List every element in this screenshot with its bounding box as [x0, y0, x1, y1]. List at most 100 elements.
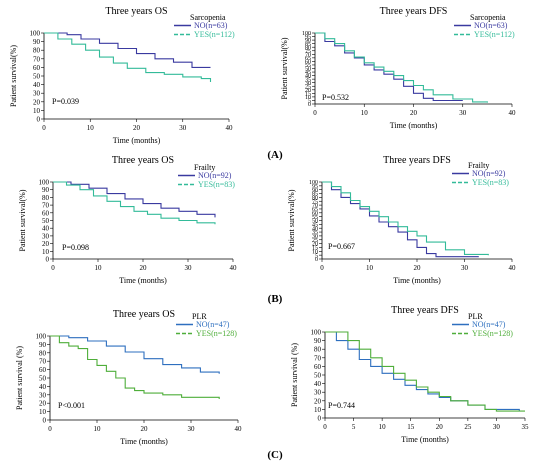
y-tick-label: 10: [312, 249, 318, 255]
y-tick-label: 25: [312, 238, 318, 244]
series-line-yes: [322, 181, 489, 256]
y-tick-label: 5: [315, 253, 318, 259]
x-tick-label: 30: [461, 264, 469, 272]
x-tick-label: 0: [320, 264, 324, 272]
y-tick-label: 30: [33, 90, 41, 98]
legend-label-yes: YES(n=128): [472, 329, 513, 338]
y-tick-label: 50: [312, 219, 318, 225]
y-tick-label: 90: [33, 38, 41, 46]
series-line-yes: [325, 331, 525, 412]
y-tick-label: 10: [33, 107, 41, 115]
x-tick-label: 20: [414, 264, 422, 272]
x-tick-label: 20: [133, 124, 141, 132]
legend-label-yes: YES(n=112): [194, 30, 235, 39]
x-tick-label: 30: [185, 264, 193, 272]
y-tick-label: 30: [42, 232, 50, 240]
legend-label-no: NO(n=47): [472, 320, 506, 329]
series-line-yes: [315, 32, 488, 103]
y-tick-label: 0: [43, 416, 47, 424]
x-tick-label: 30: [493, 423, 501, 431]
y-tick-label: 70: [312, 203, 318, 209]
series-line-no: [315, 32, 463, 102]
p-value-label: P=0.667: [328, 242, 355, 251]
y-axis-title: Patient survival(%): [18, 189, 27, 251]
y-tick-label: 20: [305, 88, 311, 94]
y-tick-label: 75: [305, 49, 311, 55]
x-tick-label: 25: [464, 423, 472, 431]
legend-title: PLR: [192, 312, 207, 321]
y-tick-label: 60: [305, 60, 311, 66]
y-tick-label: 0: [37, 115, 41, 123]
y-tick-label: 80: [305, 45, 311, 51]
y-axis-title: Patient survival (%): [15, 346, 24, 410]
row-label-a: (A): [267, 149, 283, 161]
series-line-no: [50, 335, 220, 374]
y-tick-label: 90: [314, 337, 322, 345]
chart-title: Three years OS: [113, 309, 175, 320]
y-tick-label: 40: [42, 225, 50, 233]
x-tick-label: 40: [509, 264, 517, 272]
x-tick-label: 0: [48, 425, 52, 433]
legend-title: Frailty: [194, 163, 215, 172]
legend-label-no: NO(n=47): [196, 320, 230, 329]
x-axis-title: Time (months): [390, 121, 438, 130]
y-tick-label: 80: [42, 194, 50, 202]
y-tick-label: 65: [312, 207, 318, 213]
y-tick-label: 55: [305, 63, 311, 69]
y-tick-label: 60: [314, 363, 322, 371]
y-tick-label: 50: [42, 217, 50, 225]
y-tick-label: 20: [42, 240, 50, 248]
p-value-label: P<0.001: [58, 401, 85, 410]
y-tick-label: 95: [312, 184, 318, 190]
legend-label-no: NO(n=92): [472, 169, 506, 178]
y-tick-label: 100: [30, 29, 41, 37]
y-tick-label: 0: [315, 257, 318, 263]
y-tick-label: 100: [39, 178, 50, 186]
y-tick-label: 30: [305, 81, 311, 87]
y-tick-label: 80: [33, 47, 41, 55]
y-tick-label: 40: [39, 383, 47, 391]
y-tick-label: 70: [305, 52, 311, 58]
y-tick-label: 35: [312, 230, 318, 236]
y-tick-label: 20: [312, 242, 318, 248]
y-tick-label: 85: [312, 192, 318, 198]
chart-panel-2: 0510152025303540455055606570758085909510…: [280, 6, 516, 130]
x-tick-label: 10: [379, 423, 387, 431]
chart-panel-4: 0510152025303540455055606570758085909510…: [287, 155, 516, 285]
y-tick-label: 0: [318, 414, 322, 422]
x-axis-title: Time (months): [119, 276, 167, 285]
x-tick-label: 35: [522, 423, 530, 431]
x-tick-label: 40: [509, 109, 517, 117]
y-tick-label: 10: [42, 248, 50, 256]
legend-label-yes: YES(n=83): [472, 178, 509, 187]
row-label-b: (B): [268, 293, 283, 305]
p-value-label: P=0.098: [62, 243, 89, 252]
x-tick-label: 30: [179, 124, 187, 132]
y-axis-title: Patient survival(%): [9, 45, 18, 107]
chart-title: Three years DFS: [380, 6, 448, 17]
x-axis-title: Time (months): [401, 435, 449, 444]
legend-label-no: NO(n=63): [474, 21, 508, 30]
x-tick-label: 10: [94, 425, 102, 433]
legend-title: PLR: [468, 312, 483, 321]
y-tick-label: 30: [314, 389, 322, 397]
x-tick-label: 10: [366, 264, 374, 272]
y-axis-title: Patient survival (%): [290, 343, 299, 407]
y-tick-label: 10: [305, 95, 311, 101]
y-tick-label: 40: [33, 81, 41, 89]
y-tick-label: 70: [314, 354, 322, 362]
x-tick-label: 40: [226, 124, 234, 132]
legend-title: Frailty: [468, 161, 489, 170]
x-tick-label: 30: [188, 425, 196, 433]
p-value-label: P=0.532: [322, 93, 349, 102]
y-tick-label: 35: [305, 77, 311, 83]
y-tick-label: 70: [33, 55, 41, 63]
y-tick-label: 40: [314, 380, 322, 388]
x-tick-label: 15: [407, 423, 415, 431]
x-tick-label: 10: [95, 264, 103, 272]
y-tick-label: 90: [312, 188, 318, 194]
row-label-c: (C): [267, 449, 283, 461]
series-line-no: [322, 181, 479, 258]
